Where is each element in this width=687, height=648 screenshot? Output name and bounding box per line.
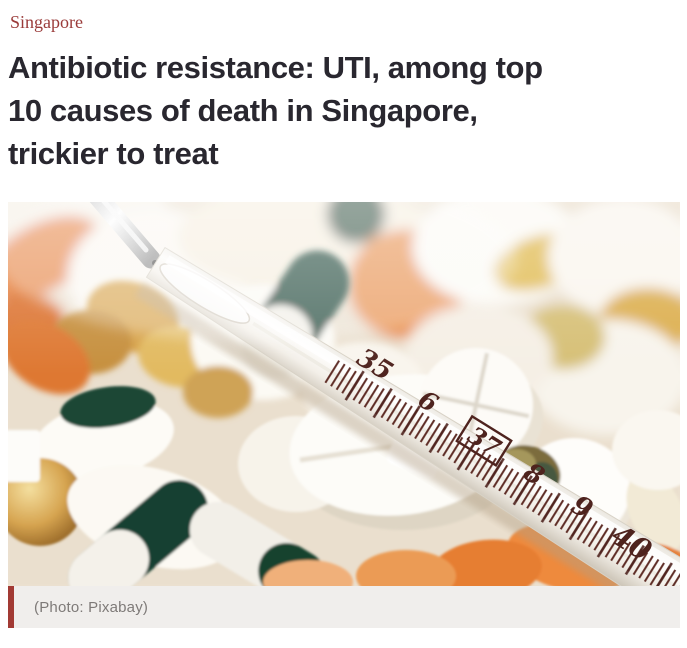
hero-figure: 35 6 37 8 9 40 (Photo: Pixabay)	[8, 202, 680, 628]
article-headline: Antibiotic resistance: UTI, among top 10…	[8, 46, 680, 175]
photo-caption-bar: (Photo: Pixabay)	[8, 586, 680, 628]
headline-line-1: Antibiotic resistance: UTI, among top	[8, 50, 543, 85]
article-page: Singapore Antibiotic resistance: UTI, am…	[8, 12, 680, 628]
category-link[interactable]: Singapore	[10, 12, 83, 32]
photo-caption: (Photo: Pixabay)	[34, 598, 149, 616]
hero-image-pills-thermometer: 35 6 37 8 9 40	[8, 202, 680, 586]
vignette-overlay	[8, 202, 680, 586]
headline-line-2: 10 causes of death in Singapore,	[8, 93, 478, 128]
headline-line-3: trickier to treat	[8, 136, 219, 171]
